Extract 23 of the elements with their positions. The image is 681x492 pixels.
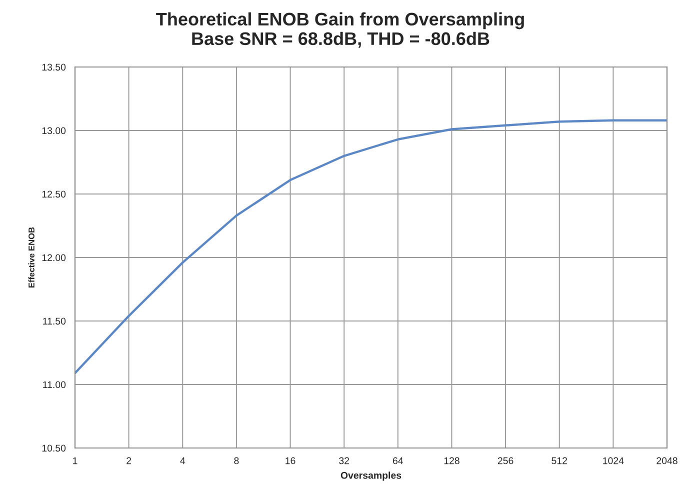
- y-tick-label: 13.50: [42, 64, 66, 71]
- y-tick-label: 12.50: [42, 190, 66, 198]
- x-tick-label: 16: [286, 457, 296, 464]
- line-series: [75, 119, 667, 374]
- x-tick-label: 2: [126, 457, 132, 464]
- chart-title: Theoretical ENOB Gain from Oversampling Base SNR = 68.8dB, THD = -80.6dB: [156, 12, 524, 48]
- x-axis-title: Oversamples: [340, 472, 402, 481]
- x-tick-label: 8: [234, 457, 239, 464]
- x-tick-label: 2048: [656, 457, 678, 464]
- y-tick-label: 12.00: [42, 254, 66, 262]
- x-tick-label: 256: [498, 457, 514, 464]
- y-tick-label: 10.50: [42, 444, 66, 452]
- y-tick-label: 11.50: [43, 318, 66, 325]
- x-tick-label: 4: [180, 457, 186, 464]
- y-tick-label: 11.00: [43, 381, 66, 388]
- y-tick-label: 13.00: [42, 127, 66, 134]
- x-tick-label: 1: [73, 457, 78, 464]
- x-tick-label: 512: [552, 457, 567, 464]
- x-tick-label: 128: [444, 457, 460, 464]
- x-tick-label: 64: [392, 457, 404, 464]
- x-tick-label: 1024: [603, 457, 624, 464]
- y-axis-title: Effective ENOB: [28, 227, 34, 288]
- x-tick-label: 32: [339, 457, 350, 464]
